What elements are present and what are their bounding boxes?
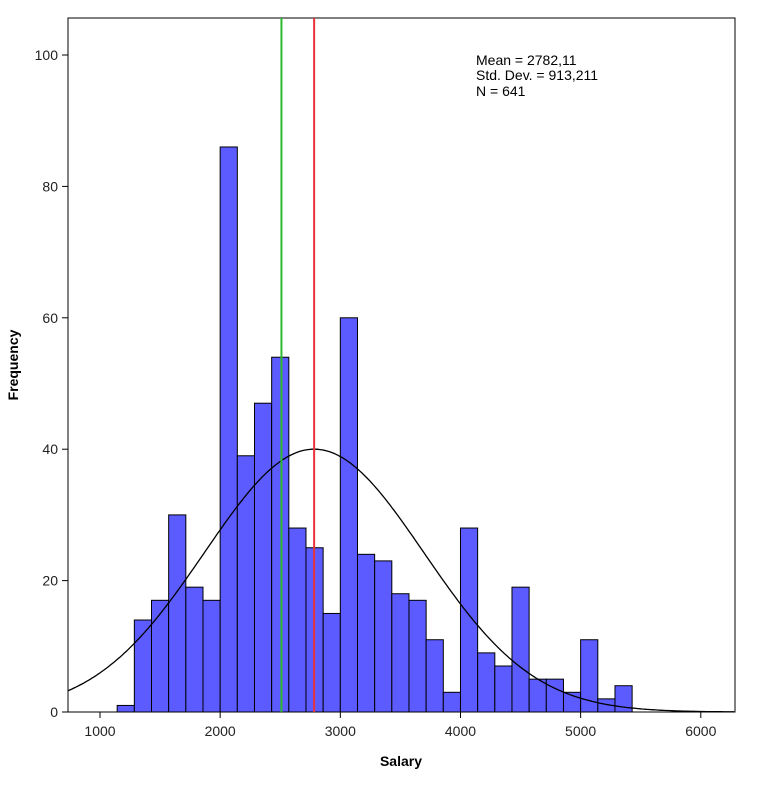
histogram-bar <box>288 527 307 713</box>
histogram-bar <box>528 678 547 713</box>
histogram-bar <box>356 553 376 713</box>
histogram-bar <box>459 527 479 713</box>
histogram-bar <box>339 317 358 713</box>
histogram-bar <box>614 685 633 713</box>
x-axis-label: Salary <box>380 753 422 769</box>
y-axis-label: Frequency <box>5 329 21 400</box>
normal-curve <box>67 448 734 713</box>
histogram-bar <box>580 639 599 713</box>
histogram-bar <box>253 402 273 713</box>
histogram-bar <box>271 356 290 713</box>
x-tick-label: 1000 <box>84 723 115 739</box>
histogram-bar <box>168 514 187 713</box>
histogram-bar <box>322 612 341 713</box>
x-tick-label: 3000 <box>325 723 356 739</box>
x-tick-label: 5000 <box>565 723 596 739</box>
histogram-bar <box>408 599 427 713</box>
histogram-bar <box>391 593 410 713</box>
annotation-mean: Mean = 2782,11 <box>476 52 577 68</box>
histogram-bar <box>236 455 255 713</box>
x-tick-label: 6000 <box>685 723 716 739</box>
histogram-bar <box>511 586 530 713</box>
histogram-bar <box>150 599 170 713</box>
histogram-bar <box>185 586 204 713</box>
annotation-n: N = 641 <box>476 83 526 99</box>
y-tick-label: 20 <box>42 573 58 589</box>
y-tick-label: 100 <box>35 47 59 63</box>
histogram-bar <box>425 639 444 713</box>
histogram-bar <box>202 599 221 713</box>
x-tick-label: 4000 <box>445 723 476 739</box>
x-tick-label: 2000 <box>205 723 236 739</box>
y-tick-label: 80 <box>42 178 58 194</box>
histogram-bar <box>116 704 135 713</box>
histogram-bar <box>477 652 496 713</box>
histogram-bar <box>219 146 238 713</box>
y-tick-label: 60 <box>42 310 58 326</box>
histogram-bar <box>494 665 513 713</box>
annotation-std: Std. Dev. = 913,211 <box>476 67 598 83</box>
y-tick-label: 0 <box>50 704 58 720</box>
histogram-bar <box>442 691 461 713</box>
histogram-bar <box>545 678 564 713</box>
y-tick-label: 40 <box>42 441 58 457</box>
histogram-bar <box>374 560 393 713</box>
